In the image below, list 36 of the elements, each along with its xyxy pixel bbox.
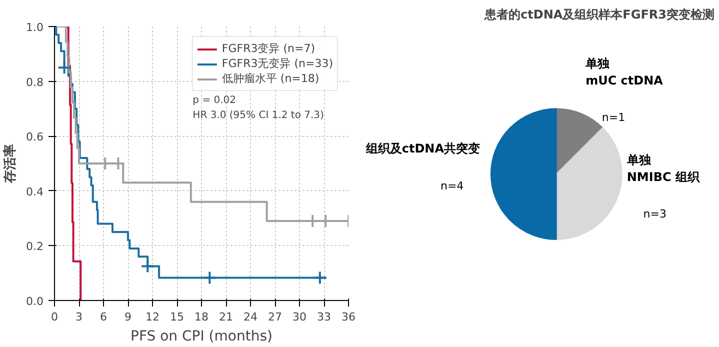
x-tick-label: 3	[76, 310, 82, 324]
y-tick-label: 0.4	[26, 185, 44, 198]
y-tick-label: 0.0	[26, 295, 44, 308]
y-tick-label: 1.0	[26, 21, 44, 34]
x-tick-label: 27	[268, 310, 282, 324]
y-tick-label: 0.6	[26, 130, 44, 144]
data-label: n=4	[440, 179, 464, 192]
x-tick-label: 21	[219, 310, 233, 324]
x-tick-label: 36	[342, 310, 356, 324]
slice-label: 组织及ctDNA共突变	[364, 142, 480, 156]
slice-label: 单独 NMIBC 组织	[626, 153, 700, 184]
data-label: n=1	[602, 111, 626, 124]
slice-label: 单独 mUC ctDNA	[584, 56, 664, 88]
x-tick-label: 0	[51, 310, 58, 324]
y-tick-label: 0.2	[26, 240, 44, 254]
x-tick-label: 30	[292, 310, 306, 324]
y-tick-label: 0.8	[26, 76, 44, 89]
x-tick-label: 18	[194, 310, 208, 324]
x-tick-label: 15	[170, 310, 184, 324]
annotation: HR 3.0 (95% CI 1.2 to 7.3)	[192, 110, 324, 122]
x-tick-label: 9	[124, 310, 132, 324]
point	[140, 259, 155, 274]
data-label: n=3	[643, 208, 666, 221]
point	[57, 60, 72, 75]
y-axis-title: 存活率	[2, 144, 18, 184]
x-tick-label: 24	[244, 310, 258, 324]
chart-title: 患者的ctDNA及组织样本FGFR3突变检测	[484, 8, 715, 22]
x-tick-label: 6	[100, 310, 107, 324]
x-tick-label: 12	[146, 310, 160, 324]
legend-label: 低肿瘤水平 (n=18)	[222, 71, 320, 86]
x-axis-title: PFS on CPI (months)	[130, 328, 272, 344]
legend-label: FGFR3无变异 (n=33)	[222, 56, 333, 71]
point	[202, 270, 217, 285]
legend-label: FGFR3变异 (n=7)	[222, 41, 315, 56]
annotation: p = 0.02	[192, 94, 236, 106]
x-tick-label: 33	[317, 310, 331, 324]
